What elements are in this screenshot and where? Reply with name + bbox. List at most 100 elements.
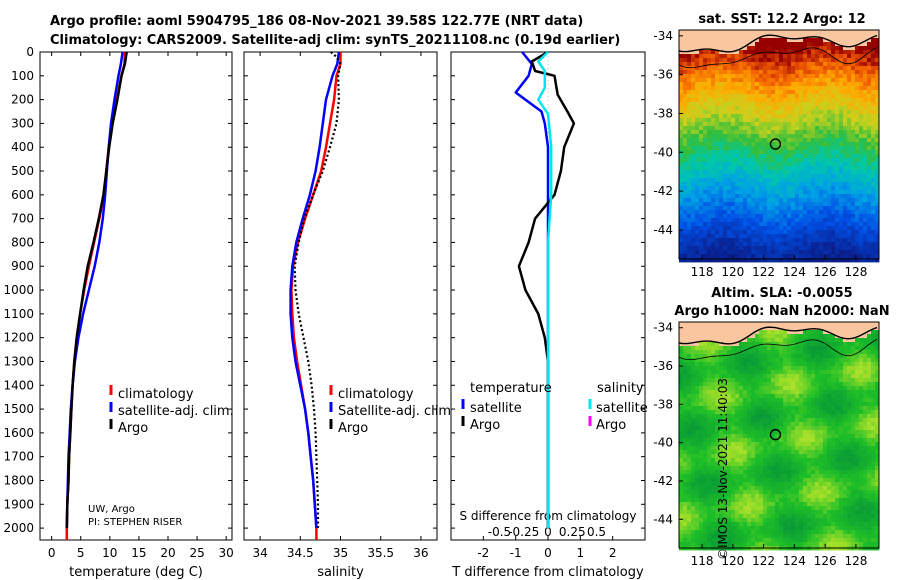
map-cell (775, 182, 780, 187)
map-cell (819, 422, 824, 427)
map-cell (791, 234, 796, 239)
s-tick-label: 0.5 (587, 525, 606, 539)
map-cell (851, 190, 856, 195)
map-cell (691, 90, 696, 95)
map-cell (707, 238, 712, 243)
map-cell (839, 142, 844, 147)
map-cell (727, 334, 732, 339)
y-tick-label: 400 (11, 140, 34, 154)
map-cell (687, 430, 692, 435)
map-cell (731, 198, 736, 203)
map-cell (875, 190, 880, 195)
map-cell (719, 58, 724, 63)
map-cell (839, 182, 844, 187)
map-cell (867, 338, 872, 343)
map-cell (823, 218, 828, 223)
map-cell (859, 182, 864, 187)
map-cell (823, 382, 828, 387)
map-cell (787, 454, 792, 459)
map-cell (775, 190, 780, 195)
map-cell (819, 46, 824, 51)
map-cell (863, 370, 868, 375)
map-cell (759, 438, 764, 443)
map-cell (867, 78, 872, 83)
map-cell (719, 334, 724, 339)
map-cell (751, 322, 756, 327)
map-cell (683, 450, 688, 455)
map-cell (831, 94, 836, 99)
map-cell (835, 74, 840, 79)
map-cell (731, 370, 736, 375)
map-cell (727, 202, 732, 207)
map-cell (795, 142, 800, 147)
map-cell (703, 174, 708, 179)
map-cell (771, 222, 776, 227)
map-cell (687, 198, 692, 203)
map-cell (851, 362, 856, 367)
map-cell (695, 458, 700, 463)
map-cell (795, 86, 800, 91)
map-cell (739, 322, 744, 327)
map-cell (747, 434, 752, 439)
map-cell (839, 242, 844, 247)
map-cell (811, 410, 816, 415)
map-cell (823, 454, 828, 459)
map-cell (727, 138, 732, 143)
map-cell (687, 258, 692, 263)
map-cell (679, 118, 684, 123)
map-cell (747, 366, 752, 371)
map-cell (723, 166, 728, 171)
map-cell (751, 386, 756, 391)
map-cell (711, 454, 716, 459)
map-cell (787, 78, 792, 83)
map-cell (743, 166, 748, 171)
map-cell (831, 186, 836, 191)
map-cell (855, 394, 860, 399)
map-cell (823, 322, 828, 327)
map-cell (723, 326, 728, 331)
map-cell (695, 114, 700, 119)
map-cell (747, 418, 752, 423)
map-cell (839, 54, 844, 59)
map-cell (691, 210, 696, 215)
map-cell (695, 394, 700, 399)
map-cell (871, 366, 876, 371)
map-cell (803, 134, 808, 139)
map-cell (863, 410, 868, 415)
map-cell (839, 462, 844, 467)
map-cell (803, 190, 808, 195)
map-cell (679, 54, 684, 59)
map-cell (823, 250, 828, 255)
map-cell (791, 126, 796, 131)
map-cell (715, 162, 720, 167)
map-cell (779, 458, 784, 463)
map-cell (795, 414, 800, 419)
map-cell (867, 450, 872, 455)
map-cell (739, 54, 744, 59)
map-cell (791, 378, 796, 383)
map-cell (855, 194, 860, 199)
map-cell (783, 122, 788, 127)
map-cell (807, 74, 812, 79)
map-cell (843, 258, 848, 263)
map-cell (731, 142, 736, 147)
map-cell (739, 30, 744, 35)
map-cell (803, 222, 808, 227)
map-cell (871, 322, 876, 327)
map-cell (755, 382, 760, 387)
map-cell (791, 54, 796, 59)
map-cell (851, 366, 856, 371)
map-cell (875, 62, 880, 67)
map-cell (707, 242, 712, 247)
map-cell (731, 394, 736, 399)
map-cell (803, 438, 808, 443)
map-cell (775, 214, 780, 219)
map-cell (759, 346, 764, 351)
map-cell (759, 398, 764, 403)
map-cell (799, 158, 804, 163)
map-cell (819, 438, 824, 443)
map-cell (871, 90, 876, 95)
map-cell (755, 362, 760, 367)
map-cell (875, 130, 880, 135)
map-cell (707, 190, 712, 195)
